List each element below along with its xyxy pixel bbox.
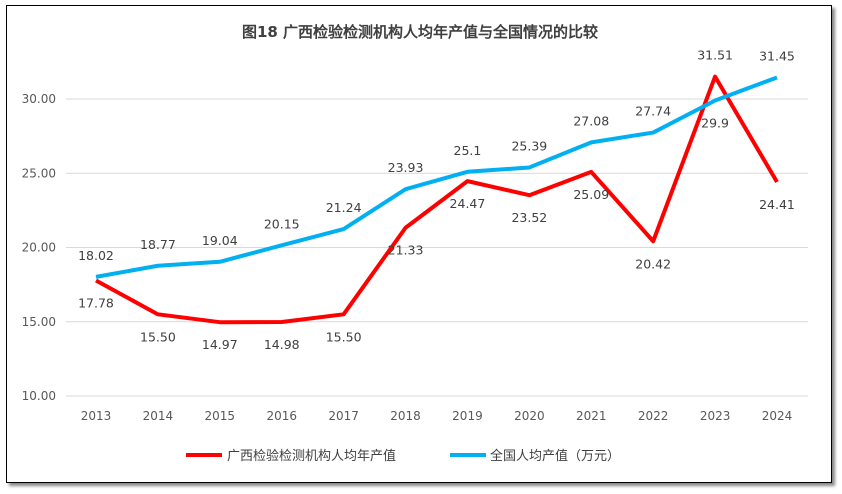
y-tick-label: 15.00 [22, 315, 56, 329]
x-tick-label: 2013 [81, 409, 112, 423]
chart-frame [6, 5, 832, 483]
data-label: 25.1 [454, 143, 482, 158]
y-tick-label: 20.00 [22, 241, 56, 255]
x-tick-label: 2017 [328, 409, 359, 423]
series-guangxi-line [95, 74, 779, 325]
data-label: 25.09 [573, 187, 609, 202]
x-tick-label: 2021 [576, 409, 607, 423]
data-label: 31.51 [697, 48, 733, 63]
data-label: 18.02 [78, 248, 114, 263]
chart-title: 图18 广西检验检测机构人均年产值与全国情况的比较 [242, 23, 598, 41]
x-tick-label: 2023 [700, 409, 731, 423]
legend-label-national: 全国人均产值（万元） [490, 448, 620, 464]
series-national-line [95, 75, 778, 279]
data-label: 21.24 [326, 200, 362, 215]
data-label: 25.39 [511, 138, 547, 153]
data-label: 20.15 [264, 216, 300, 231]
data-label: 27.74 [635, 104, 671, 119]
data-label: 15.50 [140, 329, 176, 344]
data-label: 14.97 [202, 337, 238, 352]
data-label: 17.78 [78, 295, 114, 310]
data-label: 24.47 [450, 196, 486, 211]
data-label: 27.08 [573, 113, 609, 128]
y-tick-label: 10.00 [22, 389, 56, 403]
x-tick-label: 2020 [514, 409, 545, 423]
x-tick-label: 2015 [205, 409, 236, 423]
data-label: 24.41 [759, 197, 795, 212]
y-tick-label: 25.00 [22, 166, 56, 180]
x-tick-label: 2016 [266, 409, 297, 423]
x-tick-label: 2019 [452, 409, 483, 423]
data-label: 20.42 [635, 256, 671, 271]
data-label: 18.77 [140, 237, 176, 252]
data-label: 31.45 [759, 48, 795, 63]
data-label: 29.9 [701, 115, 729, 130]
x-tick-label: 2022 [638, 409, 669, 423]
y-tick-label: 30.00 [22, 92, 56, 106]
x-tick-label: 2024 [762, 409, 793, 423]
legend-label-guangxi: 广西检验检测机构人均年产值 [227, 448, 396, 464]
data-label: 19.04 [202, 233, 238, 248]
data-label: 14.98 [264, 337, 300, 352]
data-label: 23.93 [388, 160, 424, 175]
data-label: 21.33 [388, 243, 424, 258]
data-label: 15.50 [326, 329, 362, 344]
x-tick-label: 2014 [143, 409, 174, 423]
x-tick-label: 2018 [390, 409, 421, 423]
data-label: 23.52 [511, 210, 547, 225]
